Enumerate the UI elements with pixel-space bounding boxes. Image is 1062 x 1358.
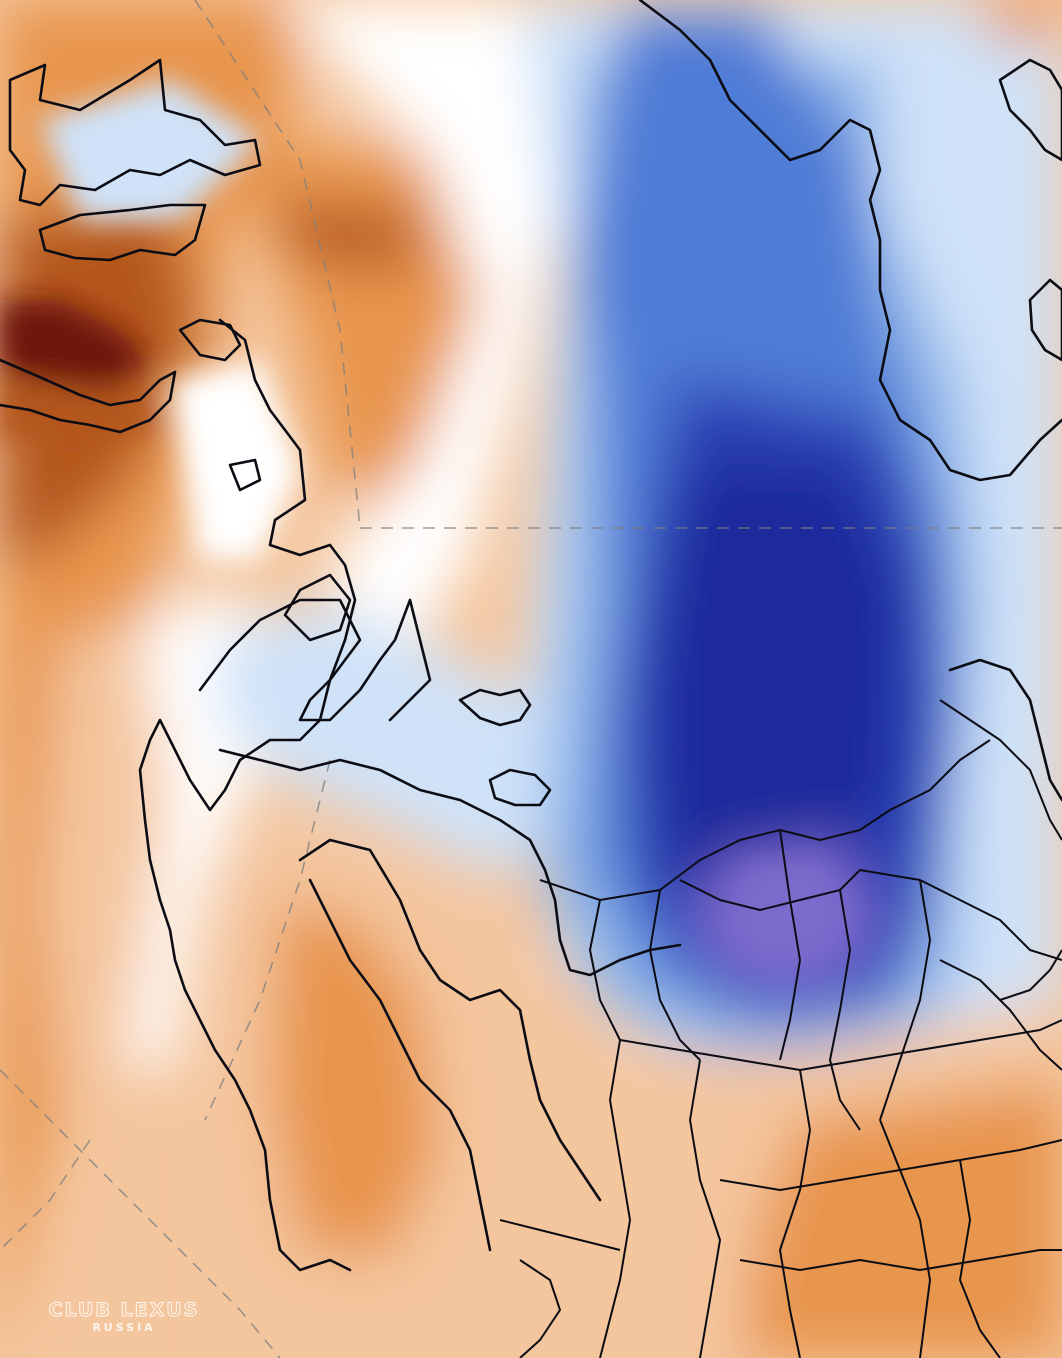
- coastline-norway: [218, 318, 432, 722]
- border-line: [939, 959, 1062, 1071]
- coastline-fragment: [178, 318, 242, 362]
- border-line: [689, 1059, 721, 1358]
- watermark-title: CLUB LEXUS: [49, 1299, 200, 1321]
- border-line: [679, 869, 861, 911]
- border-line: [859, 869, 1062, 961]
- border-line: [939, 699, 1062, 841]
- anomaly-region: [0, 300, 150, 390]
- borders: [499, 699, 1062, 1358]
- border-line: [719, 1139, 1062, 1191]
- coastline-russia-arctic: [218, 748, 682, 977]
- coastline-east: [948, 658, 1062, 802]
- anomaly-region: [170, 360, 300, 560]
- anomaly-region: [980, 0, 1062, 40]
- meridian-line: [0, 1139, 91, 1251]
- border-line: [879, 1119, 931, 1358]
- coastline-barents: [458, 688, 532, 727]
- border-line: [589, 899, 621, 1041]
- meridian-line: [204, 759, 331, 1121]
- anomaly-region: [280, 0, 560, 700]
- anomaly-region: [640, 10, 800, 160]
- coastline-iceland: [0, 358, 177, 434]
- coastline-bothnia: [308, 878, 492, 1252]
- anomaly-region: [270, 900, 440, 1260]
- border-line: [599, 1039, 631, 1358]
- border-line: [649, 889, 701, 1061]
- anomaly-region: [40, 620, 170, 1100]
- border-line: [779, 829, 801, 1061]
- anomaly-region: [740, 1080, 1062, 1358]
- coastline-northeast-island-2: [1028, 278, 1062, 362]
- anomaly-region: [40, 80, 260, 220]
- meridian-line: [0, 1069, 281, 1358]
- border-line: [499, 1219, 621, 1251]
- border-line: [619, 1019, 1062, 1071]
- border-line: [999, 949, 1062, 1001]
- anomaly-accents: [0, 80, 850, 960]
- coastlines: [0, 0, 1062, 1272]
- border-line: [959, 1159, 1001, 1358]
- coastline-west-coast: [138, 598, 362, 1272]
- anomaly-region: [660, 460, 900, 940]
- coastline-kola: [283, 573, 352, 642]
- coastline-taymyr: [638, 0, 1062, 482]
- watermark-subtitle: RUSSIA: [92, 1321, 155, 1334]
- coastline-island: [38, 203, 207, 262]
- meridian-line: [194, 0, 361, 529]
- anomaly-region: [270, 200, 420, 270]
- coastline-baltic: [298, 838, 602, 1202]
- border-line: [539, 739, 991, 901]
- border-line: [779, 1069, 811, 1358]
- border-line: [739, 1249, 1062, 1271]
- coastline-svalbard: [228, 458, 262, 492]
- anomaly-region: [740, 860, 850, 960]
- border-line: [879, 879, 931, 1121]
- anomaly-region: [220, 600, 560, 880]
- coastline-northeast-island: [998, 58, 1062, 162]
- border-line: [519, 1259, 561, 1358]
- watermark: CLUB LEXUS RUSSIA: [48, 1299, 200, 1335]
- anomaly-region: [0, 380, 170, 440]
- border-line: [829, 889, 861, 1131]
- coastline-arctic-islands: [8, 58, 262, 207]
- coastline-kara-island: [488, 768, 552, 807]
